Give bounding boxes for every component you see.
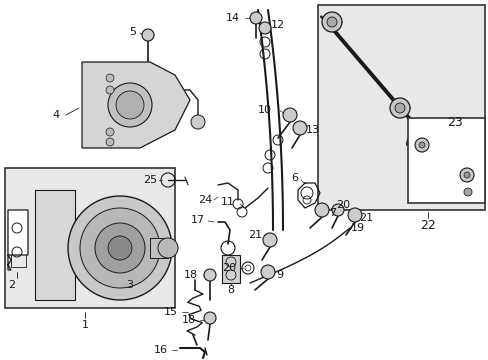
Text: 5: 5: [129, 27, 136, 37]
Text: 22: 22: [419, 219, 435, 231]
Circle shape: [80, 208, 160, 288]
Text: 11: 11: [221, 197, 235, 207]
Circle shape: [191, 115, 204, 129]
Circle shape: [106, 128, 114, 136]
Circle shape: [203, 312, 216, 324]
Bar: [5, 168, 175, 308]
Text: 15: 15: [163, 307, 178, 317]
Circle shape: [459, 168, 473, 182]
Text: 17: 17: [190, 215, 204, 225]
Circle shape: [142, 29, 154, 41]
Text: 23: 23: [446, 116, 462, 129]
Circle shape: [106, 74, 114, 82]
Text: 20: 20: [335, 200, 349, 210]
Circle shape: [263, 233, 276, 247]
Circle shape: [321, 12, 341, 32]
Circle shape: [283, 108, 296, 122]
Text: 18: 18: [182, 315, 196, 325]
Text: 6: 6: [290, 173, 297, 183]
Text: 1: 1: [81, 320, 88, 330]
Circle shape: [463, 188, 471, 196]
Text: 9: 9: [276, 270, 283, 280]
Text: 19: 19: [350, 223, 365, 233]
Circle shape: [108, 83, 152, 127]
Text: 12: 12: [270, 20, 285, 30]
Circle shape: [261, 265, 274, 279]
Circle shape: [389, 98, 409, 118]
Text: 18: 18: [183, 270, 198, 280]
Text: 14: 14: [225, 13, 240, 23]
Text: 24: 24: [198, 195, 212, 205]
Circle shape: [106, 138, 114, 146]
Circle shape: [463, 172, 469, 178]
Text: 25: 25: [142, 175, 157, 185]
Text: 21: 21: [358, 213, 372, 223]
Circle shape: [418, 142, 424, 148]
Polygon shape: [150, 238, 168, 258]
Circle shape: [203, 269, 216, 281]
Text: 2: 2: [8, 280, 16, 290]
Text: 13: 13: [305, 125, 319, 135]
Circle shape: [292, 121, 306, 135]
Circle shape: [108, 236, 132, 260]
Circle shape: [331, 204, 343, 216]
Bar: [222, 255, 240, 283]
Bar: [317, 5, 484, 210]
Circle shape: [68, 196, 172, 300]
Text: 21: 21: [247, 230, 262, 240]
Text: 7: 7: [329, 208, 336, 218]
Text: 16: 16: [154, 345, 168, 355]
Circle shape: [106, 86, 114, 94]
Circle shape: [347, 208, 361, 222]
Circle shape: [459, 184, 475, 200]
Polygon shape: [8, 210, 28, 270]
Text: 20: 20: [222, 263, 236, 273]
Text: 3: 3: [126, 280, 133, 290]
Circle shape: [249, 12, 262, 24]
Circle shape: [95, 223, 145, 273]
Polygon shape: [82, 62, 190, 148]
Bar: [407, 118, 484, 203]
Circle shape: [259, 22, 270, 34]
Circle shape: [158, 238, 178, 258]
Circle shape: [394, 103, 404, 113]
Circle shape: [326, 17, 336, 27]
Text: 8: 8: [227, 285, 234, 295]
Text: 4: 4: [52, 110, 60, 120]
Text: 10: 10: [258, 105, 271, 115]
Circle shape: [414, 138, 428, 152]
Polygon shape: [35, 190, 75, 300]
Circle shape: [314, 203, 328, 217]
Circle shape: [116, 91, 143, 119]
